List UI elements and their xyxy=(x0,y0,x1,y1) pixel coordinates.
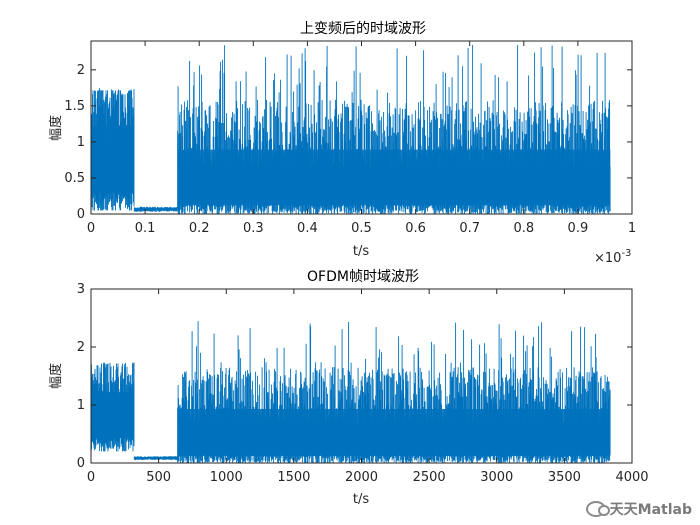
x-tick-label: 1500 xyxy=(277,470,310,485)
subplot1-ticks: 0 0.1 0.2 0.3 0.4 0.5 0.6 0.7 0.8 0.9 1 0 0.5 1 1.5 2 xyxy=(64,41,636,236)
subplot1-x-exponent-base: ×10 xyxy=(594,251,621,266)
series-preamble-band xyxy=(91,125,135,186)
series-segment-low xyxy=(133,456,178,461)
x-tick-label: 1000 xyxy=(210,470,243,485)
x-tick-label: 0.9 xyxy=(568,221,589,236)
subplot2-ylabel: 幅度 xyxy=(48,363,64,389)
subplot-ofdm-frame-waveform: OFDM帧时域波形 0 500 1000 1500 2000 2500 3000 3500 40… xyxy=(48,269,649,507)
subplot1-axes-box xyxy=(90,40,633,215)
x-tick-label: 3500 xyxy=(548,470,581,485)
x-tick-label: 0.5 xyxy=(351,221,372,236)
x-tick-label: 0.6 xyxy=(405,221,426,236)
x-tick-label: 2500 xyxy=(413,470,446,485)
x-tick-label: 0.8 xyxy=(513,221,534,236)
y-tick-label: 3 xyxy=(77,282,85,297)
y-tick-label: 0 xyxy=(77,456,85,471)
wechat-icon xyxy=(585,501,610,517)
subplot1-x-exponent-power: -3 xyxy=(621,248,631,259)
subplot2-axes-box xyxy=(90,288,633,464)
series-segment-low xyxy=(133,206,178,212)
series-core-band xyxy=(177,409,611,457)
x-tick-label: 3000 xyxy=(480,470,513,485)
y-tick-label: 0 xyxy=(77,207,85,222)
x-tick-label: 0.7 xyxy=(459,221,480,236)
x-tick-label: 2000 xyxy=(345,470,378,485)
watermark-text: 天天Matlab xyxy=(609,502,692,518)
subplot2-xlabel: t/s xyxy=(353,492,369,507)
y-tick-label: 1 xyxy=(77,135,85,150)
subplot1-ylabel: 幅度 xyxy=(48,115,64,141)
y-tick-label: 1.5 xyxy=(64,99,85,114)
subplot1-x-exponent: ×10-3 xyxy=(594,248,631,266)
subplot2-title: OFDM帧时域波形 xyxy=(307,269,419,285)
x-tick-label: 4000 xyxy=(615,470,648,485)
x-tick-label: 1 xyxy=(628,221,636,236)
series-core-band xyxy=(177,149,611,206)
x-tick-label: 0.2 xyxy=(189,221,210,236)
y-tick-label: 0.5 xyxy=(64,171,85,186)
x-tick-label: 0.4 xyxy=(297,221,318,236)
subplot1-series xyxy=(90,45,611,214)
y-tick-label: 1 xyxy=(77,398,85,413)
x-tick-label: 500 xyxy=(146,470,171,485)
watermark: 天天Matlab xyxy=(585,499,692,519)
subplot1-title: 上变频后的时域波形 xyxy=(300,21,426,37)
subplot-upconverted-waveform: 上变频后的时域波形 0 0.1 0.2 0.3 0.4 0.5 0.6 0.7 0.8 0.9 10… xyxy=(48,21,636,266)
y-tick-label: 2 xyxy=(77,340,85,355)
x-tick-label: 0 xyxy=(87,221,95,236)
series-preamble-band xyxy=(91,391,135,432)
y-tick-label: 2 xyxy=(77,63,85,78)
x-tick-label: 0.3 xyxy=(243,221,264,236)
subplot1-xlabel: t/s xyxy=(353,244,369,259)
x-tick-label: 0 xyxy=(87,470,95,485)
x-tick-label: 0.1 xyxy=(135,221,156,236)
